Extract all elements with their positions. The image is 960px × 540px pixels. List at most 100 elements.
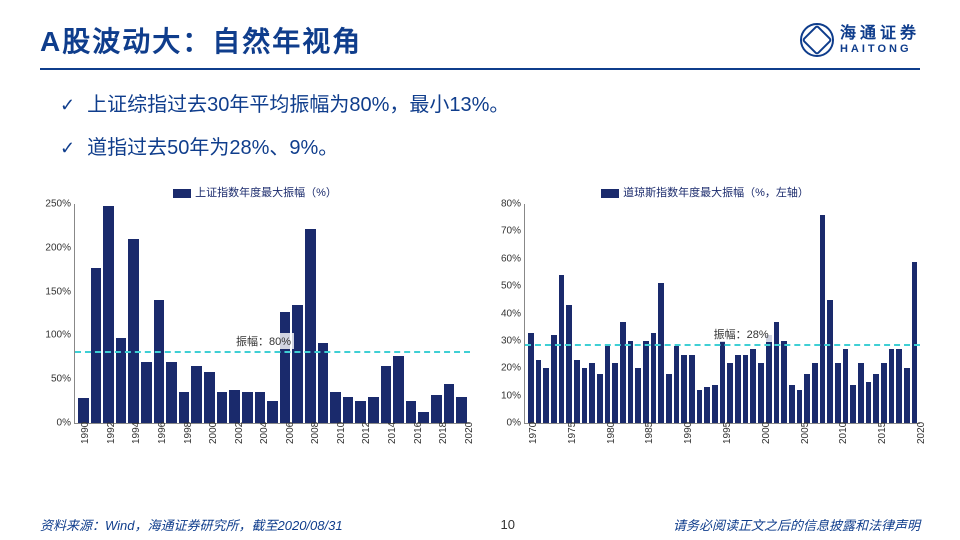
x-tick-label: 2012	[361, 422, 372, 444]
disclaimer-text: 请务必阅读正文之后的信息披露和法律声明	[673, 515, 920, 534]
bullet-item: ✓ 道指过去50年为28%、9%。	[60, 131, 900, 160]
header: A股波动大：自然年视角 海通证券 HAITONG	[0, 0, 960, 68]
average-line	[75, 351, 470, 353]
x-tick-label: 2016	[413, 422, 424, 444]
x-tick-label: 2015	[877, 422, 888, 444]
bar	[456, 397, 467, 423]
bar	[381, 366, 392, 423]
bar	[750, 349, 756, 423]
bar	[774, 322, 780, 423]
bar	[812, 363, 818, 423]
bar	[758, 363, 764, 423]
chart-sse: 上证指数年度最大振幅（%） 0%50%100%150%200%250%振幅：80…	[40, 184, 470, 474]
y-tick-label: 20%	[491, 363, 521, 374]
bar	[858, 363, 864, 423]
bar	[267, 401, 278, 423]
bar	[559, 275, 565, 423]
x-tick-label: 2000	[208, 422, 219, 444]
bar	[166, 362, 177, 423]
y-tick-label: 50%	[491, 281, 521, 292]
bar	[835, 363, 841, 423]
average-label: 振幅：80%	[233, 333, 294, 349]
bar	[406, 401, 417, 423]
average-label: 振幅：28%	[711, 326, 772, 342]
chart-plot: 0%50%100%150%200%250%振幅：80%	[74, 204, 470, 424]
bar	[912, 262, 918, 424]
bar	[804, 374, 810, 423]
bar	[704, 387, 710, 423]
bar	[635, 368, 641, 423]
legend-label: 道琼斯指数年度最大振幅（%，左轴）	[623, 187, 809, 199]
bar	[566, 305, 572, 423]
y-tick-label: 150%	[41, 286, 71, 297]
y-tick-label: 50%	[41, 374, 71, 385]
y-tick-label: 60%	[491, 253, 521, 264]
bar	[873, 374, 879, 423]
legend-swatch-icon	[601, 189, 619, 198]
bar	[789, 385, 795, 423]
bar	[229, 390, 240, 423]
bar	[393, 356, 404, 423]
bar	[743, 355, 749, 423]
logo-text-cn: 海通证券	[840, 25, 920, 43]
bar	[280, 312, 291, 423]
brand-logo: 海通证券 HAITONG	[800, 23, 920, 57]
y-tick-label: 10%	[491, 390, 521, 401]
legend-swatch-icon	[173, 189, 191, 198]
chart-plot: 0%10%20%30%40%50%60%70%80%振幅：28%	[524, 204, 920, 424]
bar	[128, 239, 139, 423]
x-tick-label: 1975	[567, 422, 578, 444]
bar	[574, 360, 580, 423]
x-tick-label: 2010	[838, 422, 849, 444]
bar	[689, 355, 695, 423]
bar	[597, 374, 603, 423]
y-tick-label: 100%	[41, 330, 71, 341]
y-tick-label: 80%	[491, 199, 521, 210]
bar	[904, 368, 910, 423]
bar	[735, 355, 741, 423]
bar	[866, 382, 872, 423]
x-tick-label: 1996	[157, 422, 168, 444]
bar	[781, 341, 787, 423]
source-text: 资料来源：Wind，海通证券研究所，截至2020/08/31	[40, 515, 343, 534]
bar	[628, 341, 634, 423]
charts-row: 上证指数年度最大振幅（%） 0%50%100%150%200%250%振幅：80…	[0, 184, 960, 474]
chart-dji: 道琼斯指数年度最大振幅（%，左轴） 0%10%20%30%40%50%60%70…	[490, 184, 920, 474]
x-tick-label: 2008	[310, 422, 321, 444]
bar	[141, 362, 152, 423]
bar	[103, 206, 114, 423]
y-tick-label: 0%	[41, 418, 71, 429]
bar	[589, 363, 595, 423]
bar	[850, 385, 856, 423]
bar	[154, 300, 165, 423]
x-tick-label: 1985	[644, 422, 655, 444]
bar	[666, 374, 672, 423]
bar	[889, 349, 895, 423]
y-tick-label: 200%	[41, 242, 71, 253]
average-line	[525, 344, 920, 346]
y-tick-label: 250%	[41, 199, 71, 210]
x-tick-label: 1995	[722, 422, 733, 444]
page-title: A股波动大：自然年视角	[40, 20, 362, 60]
footer: 资料来源：Wind，海通证券研究所，截至2020/08/31 10 请务必阅读正…	[0, 515, 960, 534]
bar	[204, 372, 215, 423]
x-tick-label: 1970	[528, 422, 539, 444]
check-icon: ✓	[60, 138, 75, 159]
x-axis-ticks: 1990199219941996199820002002200420062008…	[74, 424, 470, 458]
x-tick-label: 2005	[800, 422, 811, 444]
bar	[255, 392, 266, 423]
bullet-item: ✓ 上证综指过去30年平均振幅为80%，最小13%。	[60, 88, 900, 117]
y-tick-label: 70%	[491, 226, 521, 237]
bar	[536, 360, 542, 423]
page-number: 10	[501, 517, 515, 532]
bullet-list: ✓ 上证综指过去30年平均振幅为80%，最小13%。 ✓ 道指过去50年为28%…	[0, 70, 960, 184]
bar	[797, 390, 803, 423]
bar	[820, 215, 826, 423]
x-tick-label: 1990	[683, 422, 694, 444]
check-icon: ✓	[60, 95, 75, 116]
x-tick-label: 2020	[464, 422, 475, 444]
chart-legend: 上证指数年度最大振幅（%）	[40, 184, 470, 200]
y-tick-label: 30%	[491, 335, 521, 346]
bar	[191, 366, 202, 423]
x-axis-ticks: 1970197519801985199019952000200520102015…	[524, 424, 920, 458]
